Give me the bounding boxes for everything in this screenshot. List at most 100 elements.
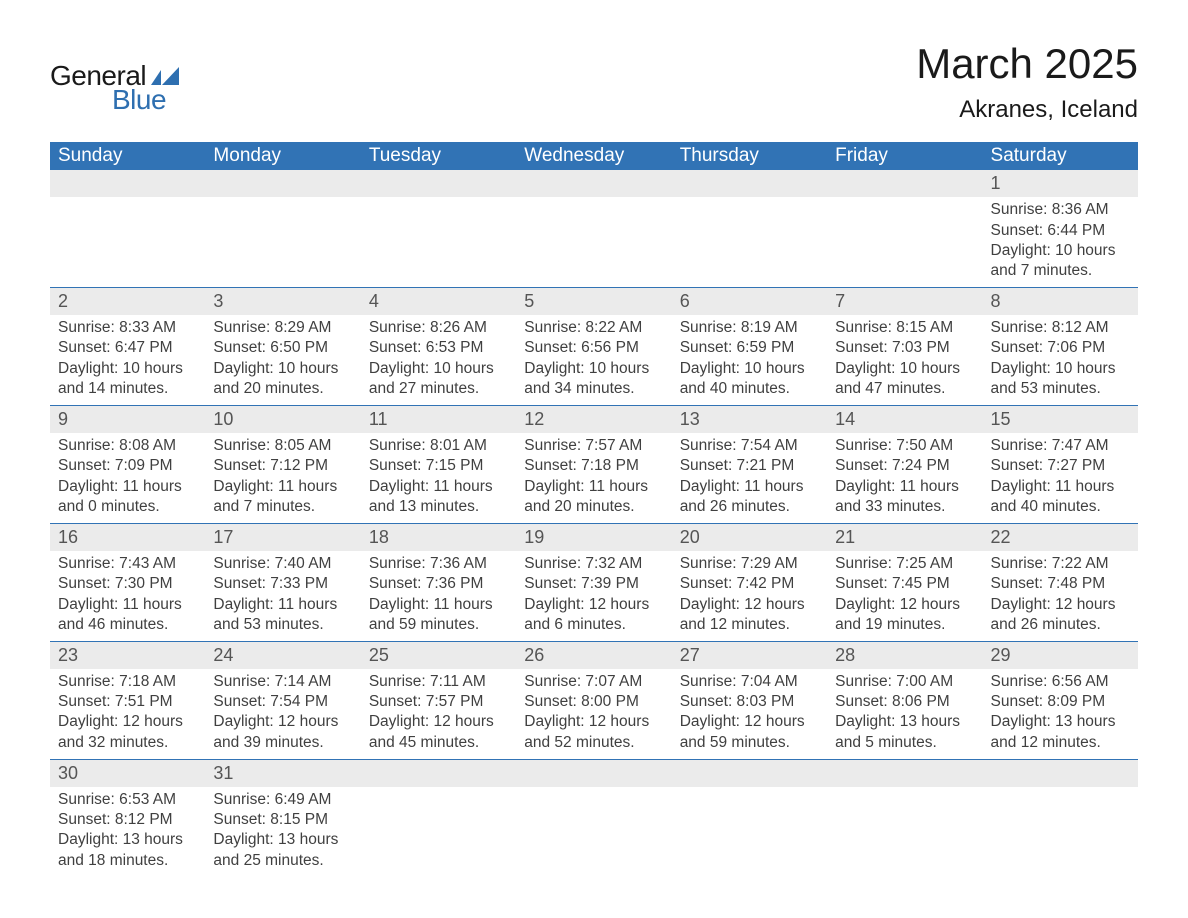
daylight-line-2: and 19 minutes. xyxy=(835,615,974,635)
day-content-cell xyxy=(516,197,671,287)
daylight-line-1: Daylight: 10 hours xyxy=(58,359,197,379)
sunrise-line: Sunrise: 7:04 AM xyxy=(680,672,819,692)
col-sunday: Sunday xyxy=(50,142,205,170)
daylight-line-1: Daylight: 10 hours xyxy=(524,359,663,379)
day-number-cell xyxy=(827,170,982,197)
day-content-cell: Sunrise: 6:53 AMSunset: 8:12 PMDaylight:… xyxy=(50,787,205,877)
daylight-line-2: and 39 minutes. xyxy=(213,733,352,753)
day-number-cell: 13 xyxy=(672,405,827,433)
day-number-cell: 11 xyxy=(361,405,516,433)
day-number-cell: 7 xyxy=(827,287,982,315)
day-content-cell: Sunrise: 8:12 AMSunset: 7:06 PMDaylight:… xyxy=(983,315,1138,405)
sunrise-line: Sunrise: 7:07 AM xyxy=(524,672,663,692)
day-content-cell: Sunrise: 7:11 AMSunset: 7:57 PMDaylight:… xyxy=(361,669,516,759)
daylight-line-2: and 12 minutes. xyxy=(680,615,819,635)
day-number-cell xyxy=(205,170,360,197)
sunset-line: Sunset: 7:18 PM xyxy=(524,456,663,476)
daylight-line-2: and 5 minutes. xyxy=(835,733,974,753)
sunrise-line: Sunrise: 8:29 AM xyxy=(213,318,352,338)
day-content-cell: Sunrise: 7:43 AMSunset: 7:30 PMDaylight:… xyxy=(50,551,205,641)
daylight-line-2: and 26 minutes. xyxy=(991,615,1130,635)
calendar-body: 1Sunrise: 8:36 AMSunset: 6:44 PMDaylight… xyxy=(50,170,1138,877)
day-number-cell xyxy=(516,170,671,197)
sunset-line: Sunset: 7:45 PM xyxy=(835,574,974,594)
daylight-line-2: and 18 minutes. xyxy=(58,851,197,871)
day-number-cell: 23 xyxy=(50,641,205,669)
daylight-line-2: and 40 minutes. xyxy=(991,497,1130,517)
sunset-line: Sunset: 7:21 PM xyxy=(680,456,819,476)
sunrise-line: Sunrise: 8:05 AM xyxy=(213,436,352,456)
daylight-line-2: and 25 minutes. xyxy=(213,851,352,871)
daylight-line-2: and 59 minutes. xyxy=(369,615,508,635)
daylight-line-2: and 20 minutes. xyxy=(524,497,663,517)
daylight-line-1: Daylight: 10 hours xyxy=(835,359,974,379)
sunrise-line: Sunrise: 7:25 AM xyxy=(835,554,974,574)
sunset-line: Sunset: 7:36 PM xyxy=(369,574,508,594)
daylight-line-1: Daylight: 11 hours xyxy=(213,477,352,497)
location-label: Akranes, Iceland xyxy=(916,96,1138,124)
daylight-line-2: and 13 minutes. xyxy=(369,497,508,517)
sunset-line: Sunset: 7:09 PM xyxy=(58,456,197,476)
sunset-line: Sunset: 8:12 PM xyxy=(58,810,197,830)
day-content-cell: Sunrise: 7:47 AMSunset: 7:27 PMDaylight:… xyxy=(983,433,1138,523)
sunrise-line: Sunrise: 7:32 AM xyxy=(524,554,663,574)
day-number-cell: 21 xyxy=(827,523,982,551)
daylight-line-1: Daylight: 13 hours xyxy=(58,830,197,850)
sunset-line: Sunset: 8:03 PM xyxy=(680,692,819,712)
sunrise-line: Sunrise: 7:14 AM xyxy=(213,672,352,692)
sunrise-line: Sunrise: 7:00 AM xyxy=(835,672,974,692)
sunrise-line: Sunrise: 8:08 AM xyxy=(58,436,197,456)
col-friday: Friday xyxy=(827,142,982,170)
sunrise-line: Sunrise: 7:50 AM xyxy=(835,436,974,456)
day-number-cell xyxy=(516,759,671,787)
sunset-line: Sunset: 8:06 PM xyxy=(835,692,974,712)
sunset-line: Sunset: 8:09 PM xyxy=(991,692,1130,712)
col-tuesday: Tuesday xyxy=(361,142,516,170)
day-content-row: Sunrise: 8:33 AMSunset: 6:47 PMDaylight:… xyxy=(50,315,1138,405)
daylight-line-2: and 46 minutes. xyxy=(58,615,197,635)
sunrise-line: Sunrise: 7:57 AM xyxy=(524,436,663,456)
sunset-line: Sunset: 6:53 PM xyxy=(369,338,508,358)
calendar-table: Sunday Monday Tuesday Wednesday Thursday… xyxy=(50,142,1138,877)
day-content-cell: Sunrise: 8:33 AMSunset: 6:47 PMDaylight:… xyxy=(50,315,205,405)
sunset-line: Sunset: 7:54 PM xyxy=(213,692,352,712)
day-content-cell: Sunrise: 7:36 AMSunset: 7:36 PMDaylight:… xyxy=(361,551,516,641)
day-content-cell: Sunrise: 8:36 AMSunset: 6:44 PMDaylight:… xyxy=(983,197,1138,287)
day-content-cell xyxy=(50,197,205,287)
daylight-line-2: and 34 minutes. xyxy=(524,379,663,399)
day-content-cell: Sunrise: 8:19 AMSunset: 6:59 PMDaylight:… xyxy=(672,315,827,405)
daylight-line-1: Daylight: 11 hours xyxy=(991,477,1130,497)
daylight-line-2: and 7 minutes. xyxy=(213,497,352,517)
daylight-line-2: and 14 minutes. xyxy=(58,379,197,399)
day-content-cell: Sunrise: 7:00 AMSunset: 8:06 PMDaylight:… xyxy=(827,669,982,759)
daylight-line-2: and 20 minutes. xyxy=(213,379,352,399)
sunrise-line: Sunrise: 7:29 AM xyxy=(680,554,819,574)
sunrise-line: Sunrise: 7:22 AM xyxy=(991,554,1130,574)
daylight-line-2: and 53 minutes. xyxy=(213,615,352,635)
day-number-cell: 12 xyxy=(516,405,671,433)
day-content-cell xyxy=(361,787,516,877)
daylight-line-2: and 7 minutes. xyxy=(991,261,1130,281)
sunset-line: Sunset: 8:00 PM xyxy=(524,692,663,712)
day-number-cell: 16 xyxy=(50,523,205,551)
day-content-cell xyxy=(516,787,671,877)
daylight-line-2: and 26 minutes. xyxy=(680,497,819,517)
sunset-line: Sunset: 7:30 PM xyxy=(58,574,197,594)
sunrise-line: Sunrise: 7:43 AM xyxy=(58,554,197,574)
day-content-cell: Sunrise: 7:29 AMSunset: 7:42 PMDaylight:… xyxy=(672,551,827,641)
day-content-cell: Sunrise: 6:49 AMSunset: 8:15 PMDaylight:… xyxy=(205,787,360,877)
day-number-cell: 19 xyxy=(516,523,671,551)
daylight-line-1: Daylight: 12 hours xyxy=(213,712,352,732)
day-content-row: Sunrise: 7:43 AMSunset: 7:30 PMDaylight:… xyxy=(50,551,1138,641)
sunset-line: Sunset: 7:33 PM xyxy=(213,574,352,594)
sunset-line: Sunset: 7:39 PM xyxy=(524,574,663,594)
day-content-cell: Sunrise: 7:40 AMSunset: 7:33 PMDaylight:… xyxy=(205,551,360,641)
sunset-line: Sunset: 7:27 PM xyxy=(991,456,1130,476)
day-number-cell xyxy=(361,170,516,197)
daylight-line-1: Daylight: 11 hours xyxy=(835,477,974,497)
sunrise-line: Sunrise: 8:22 AM xyxy=(524,318,663,338)
day-content-cell: Sunrise: 8:01 AMSunset: 7:15 PMDaylight:… xyxy=(361,433,516,523)
day-number-cell: 15 xyxy=(983,405,1138,433)
col-thursday: Thursday xyxy=(672,142,827,170)
day-content-cell xyxy=(672,197,827,287)
